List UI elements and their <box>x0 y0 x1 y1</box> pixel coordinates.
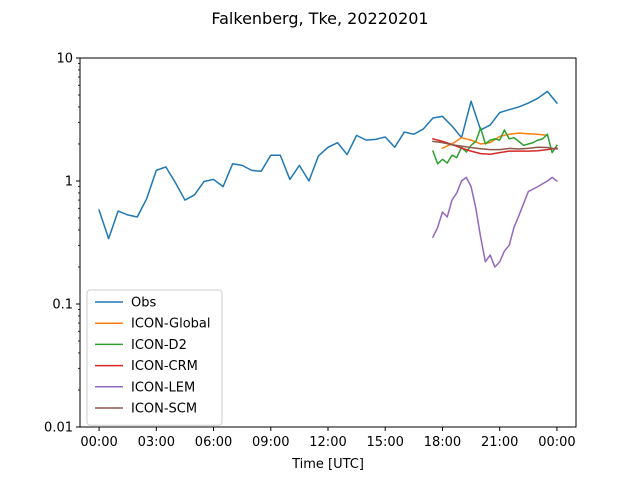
y-tick-label: 10 <box>56 52 73 67</box>
legend-label: ICON-LEM <box>131 380 195 395</box>
chart-title: Falkenberg, Tke, 20220201 <box>211 9 428 28</box>
x-axis: 00:00 03:00 06:00 09:00 12:00 15:00 18:00 21:00… <box>80 427 576 450</box>
x-tick-label: 21:00 <box>481 435 518 450</box>
x-tick-label: 03:00 <box>138 435 175 450</box>
legend: Obs ICON-Global ICON-D2 ICON-CRM ICON-LEM ICO… <box>86 289 223 426</box>
series-line-icon-lem <box>431 176 558 268</box>
x-axis-label: Time [UTC] <box>291 457 364 472</box>
legend-label: Obs <box>131 296 156 311</box>
x-tick-label: 06:00 <box>195 435 232 450</box>
x-tick-label: 00:00 <box>80 435 117 450</box>
legend-label: ICON-SCM <box>131 402 197 417</box>
legend-label: ICON-Global <box>131 317 211 332</box>
series-line-icon-scm <box>432 140 558 151</box>
y-tick-label: 0.01 <box>44 421 73 436</box>
y-tick-label: 1 <box>65 175 73 190</box>
y-axis: 0.01 0.1 1 10 <box>44 52 80 436</box>
x-tick-label: 00:00 <box>538 435 575 450</box>
series-line-obs <box>98 90 558 240</box>
plot-area <box>98 90 558 268</box>
legend-label: ICON-D2 <box>131 338 187 353</box>
legend-label: ICON-CRM <box>131 359 198 374</box>
series-line-icon-d2 <box>431 127 558 165</box>
x-tick-label: 12:00 <box>309 435 346 450</box>
x-tick-label: 18:00 <box>424 435 461 450</box>
x-tick-label: 09:00 <box>252 435 289 450</box>
y-tick-label: 0.1 <box>52 298 73 313</box>
x-tick-label: 15:00 <box>366 435 403 450</box>
